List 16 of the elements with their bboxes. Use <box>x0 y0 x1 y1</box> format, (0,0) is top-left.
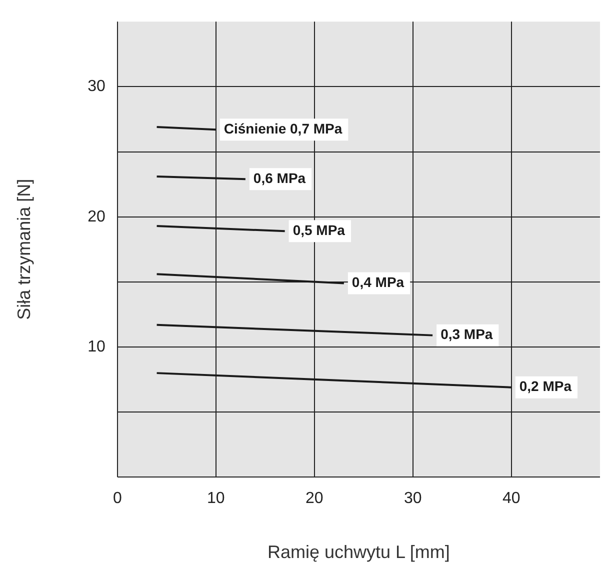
x-tick-label: 0 <box>112 490 122 508</box>
series-label: 0,4 MPa <box>352 274 404 290</box>
y-tick-label: 20 <box>88 208 106 226</box>
series-label: 0,5 MPa <box>292 222 346 238</box>
x-tick-label: 20 <box>305 490 324 508</box>
y-tick-label: 30 <box>88 78 106 96</box>
series-label: 0,3 MPa <box>440 326 493 342</box>
x-tick-label: 30 <box>404 490 422 508</box>
x-axis-title: Ramię uchwytu L [mm] <box>268 542 450 562</box>
y-tick-label: 10 <box>88 338 106 356</box>
series-label: 0,6 MPa <box>253 170 306 186</box>
y-axis-title: Siła trzymania [N] <box>14 178 34 320</box>
series-label: Ciśnienie 0,7 MPa <box>224 120 342 136</box>
x-tick-label: 10 <box>206 490 225 508</box>
x-tick-label: 40 <box>502 490 520 508</box>
series-label: 0,2 MPa <box>519 378 572 394</box>
